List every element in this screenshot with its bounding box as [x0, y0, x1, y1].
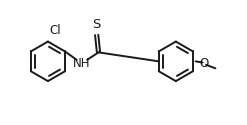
Text: O: O [199, 57, 208, 70]
Text: S: S [92, 18, 101, 32]
Text: NH: NH [73, 57, 91, 70]
Text: Cl: Cl [50, 24, 62, 37]
